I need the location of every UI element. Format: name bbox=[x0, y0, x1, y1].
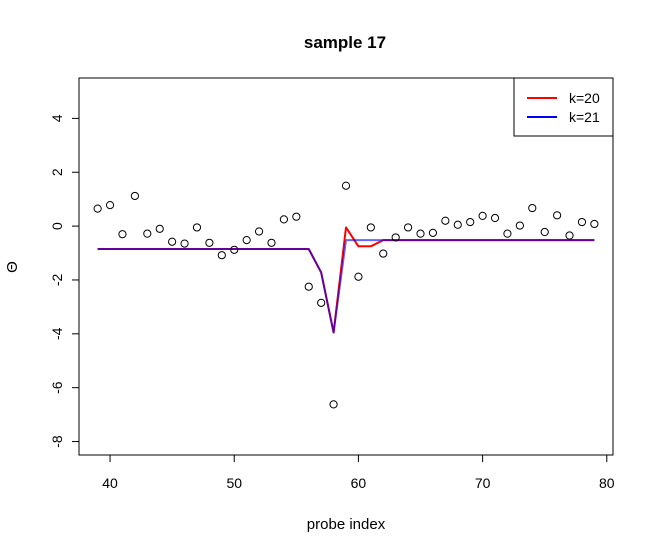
data-point bbox=[466, 217, 475, 227]
data-point bbox=[403, 223, 413, 232]
y-tick-label: 2 bbox=[49, 168, 65, 176]
data-point bbox=[565, 231, 574, 240]
y-tick-label: -4 bbox=[49, 327, 65, 340]
data-point bbox=[540, 227, 549, 237]
y-tick-label: -2 bbox=[49, 274, 65, 287]
chart-title: sample 17 bbox=[304, 33, 386, 52]
series-line-k21 bbox=[97, 239, 595, 334]
data-point bbox=[279, 215, 289, 224]
data-point bbox=[155, 224, 164, 233]
x-tick-label: 50 bbox=[226, 475, 242, 491]
y-tick-label: -8 bbox=[49, 435, 65, 448]
y-tick-label: 0 bbox=[49, 222, 65, 230]
data-point bbox=[118, 230, 127, 239]
data-point bbox=[217, 251, 226, 260]
data-points bbox=[93, 181, 599, 409]
data-point bbox=[130, 191, 139, 201]
x-axis: 40 50 60 70 80 bbox=[102, 455, 615, 491]
y-tick-label: 4 bbox=[49, 114, 65, 122]
data-point bbox=[416, 229, 425, 238]
data-point bbox=[503, 229, 512, 238]
data-point bbox=[379, 249, 388, 258]
legend-box bbox=[513, 77, 614, 137]
legend: k=20 k=21 bbox=[513, 77, 614, 137]
data-point bbox=[317, 298, 326, 307]
data-point bbox=[143, 229, 152, 238]
y-axis-label: Θ bbox=[4, 261, 21, 273]
x-axis-label: probe index bbox=[307, 516, 386, 533]
y-tick-label: -6 bbox=[49, 381, 65, 394]
data-point bbox=[590, 219, 599, 229]
data-point bbox=[515, 221, 524, 230]
plot-box bbox=[78, 77, 614, 456]
data-point bbox=[366, 223, 375, 232]
data-point bbox=[490, 213, 500, 223]
data-point bbox=[230, 245, 239, 254]
data-point bbox=[329, 400, 338, 409]
x-tick-label: 60 bbox=[351, 475, 367, 491]
legend-label-k21: k=21 bbox=[569, 109, 600, 125]
data-point bbox=[168, 237, 177, 246]
y-axis: -8 -6 -4 -2 0 2 4 bbox=[49, 114, 79, 448]
data-point bbox=[354, 272, 363, 281]
data-point bbox=[192, 223, 202, 232]
data-point bbox=[553, 211, 562, 220]
legend-label-k20: k=20 bbox=[569, 90, 600, 106]
data-point bbox=[391, 233, 400, 242]
data-point bbox=[304, 282, 313, 291]
data-point bbox=[441, 216, 450, 225]
data-point bbox=[528, 203, 537, 213]
data-point bbox=[267, 238, 276, 247]
data-point bbox=[180, 239, 189, 248]
series-lines bbox=[97, 226, 595, 334]
data-point bbox=[428, 228, 438, 237]
data-point bbox=[93, 204, 102, 213]
data-point bbox=[577, 217, 587, 227]
data-point bbox=[453, 220, 462, 229]
x-tick-label: 70 bbox=[475, 475, 491, 491]
x-tick-label: 40 bbox=[102, 475, 118, 491]
data-point bbox=[478, 211, 487, 220]
data-point bbox=[205, 238, 214, 247]
x-tick-label: 80 bbox=[599, 475, 615, 491]
data-point bbox=[341, 181, 351, 190]
data-point bbox=[242, 236, 251, 245]
data-point bbox=[292, 212, 301, 221]
data-point bbox=[254, 227, 264, 236]
data-point bbox=[105, 201, 115, 210]
